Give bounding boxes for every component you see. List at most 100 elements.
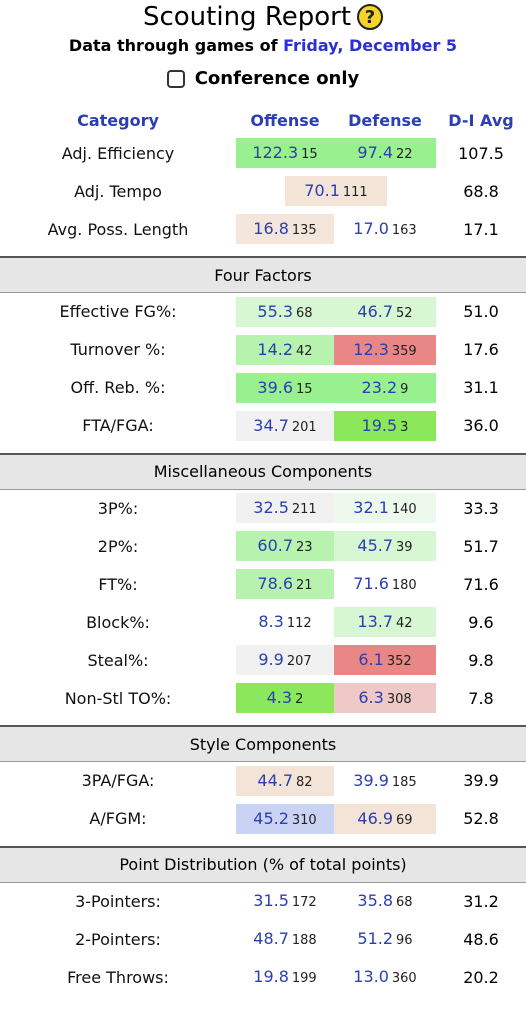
row-label: Block%: bbox=[86, 612, 150, 632]
report-table: Category Offense Defense D-I Avg Adj. Ef… bbox=[0, 106, 526, 996]
offense-value[interactable]: 78.6 bbox=[257, 574, 294, 593]
offense-value[interactable]: 31.5 bbox=[253, 891, 289, 911]
defense-rank: 180 bbox=[391, 578, 417, 593]
avg-value: 51.0 bbox=[463, 302, 499, 322]
defense-rank: 3 bbox=[400, 419, 409, 435]
offense-value[interactable]: 39.6 bbox=[257, 377, 294, 397]
col-avg[interactable]: D-I Avg bbox=[448, 110, 514, 130]
defense-value[interactable]: 71.6 bbox=[353, 574, 389, 593]
offense-cell: 9.9 207 bbox=[236, 645, 334, 675]
offense-value[interactable]: 19.8 bbox=[253, 967, 289, 986]
col-defense[interactable]: Defense bbox=[348, 110, 422, 130]
defense-value[interactable]: 13.0 bbox=[353, 967, 389, 986]
offense-rank: 15 bbox=[296, 381, 313, 397]
defense-rank: 185 bbox=[391, 774, 417, 790]
conference-only-label: Conference only bbox=[194, 68, 360, 89]
help-icon[interactable]: ? bbox=[357, 4, 384, 30]
offense-cell: 44.7 82 bbox=[236, 765, 334, 796]
offense-value[interactable]: 4.3 bbox=[266, 688, 293, 707]
avg-value: 31.1 bbox=[463, 378, 499, 397]
offense-value[interactable]: 34.7 bbox=[253, 415, 289, 435]
row-label: FT%: bbox=[98, 574, 138, 594]
col-offense[interactable]: Offense bbox=[250, 110, 320, 130]
section-header: Miscellaneous Components bbox=[0, 452, 526, 490]
table-row: FTA/FGA: 34.7 201 19.5 3 36.0 bbox=[0, 407, 526, 445]
table-row: 2P%: 60.7 23 45.7 39 51.7 bbox=[0, 527, 526, 565]
defense-cell: 23.2 9 bbox=[334, 372, 436, 403]
row-label: Free Throws: bbox=[67, 967, 169, 987]
defense-cell: 45.7 39 bbox=[334, 531, 436, 561]
defense-value[interactable]: 19.5 bbox=[361, 415, 398, 435]
table-row: A/FGM: 45.2 310 46.9 69 52.8 bbox=[0, 800, 526, 838]
defense-value[interactable]: 12.3 bbox=[353, 339, 389, 359]
offense-cell: 48.7 188 bbox=[236, 924, 334, 954]
defense-rank: 163 bbox=[391, 223, 417, 238]
offense-rank: 68 bbox=[296, 305, 313, 321]
defense-cell: 13.0 360 bbox=[334, 962, 436, 992]
defense-rank: 52 bbox=[396, 305, 413, 321]
avg-value: 17.6 bbox=[463, 340, 499, 359]
table-row: Adj. Tempo 70.1 111 68.8 bbox=[0, 172, 526, 210]
defense-value[interactable]: 39.9 bbox=[353, 770, 389, 790]
date-link[interactable]: Friday, December 5 bbox=[283, 36, 458, 55]
conference-only-toggle[interactable]: Conference only bbox=[0, 68, 526, 89]
tempo-rank: 111 bbox=[342, 185, 368, 200]
defense-value[interactable]: 6.1 bbox=[358, 650, 384, 669]
col-category[interactable]: Category bbox=[77, 110, 159, 130]
defense-cell: 17.0 163 bbox=[334, 214, 436, 244]
offense-value[interactable]: 44.7 bbox=[257, 770, 294, 790]
defense-value[interactable]: 35.8 bbox=[357, 891, 394, 911]
offense-value[interactable]: 8.3 bbox=[258, 612, 284, 631]
offense-rank: 23 bbox=[296, 540, 313, 555]
offense-rank: 112 bbox=[286, 616, 312, 631]
offense-rank: 199 bbox=[291, 971, 317, 986]
defense-value[interactable]: 23.2 bbox=[361, 377, 398, 397]
avg-value: 52.8 bbox=[463, 809, 499, 828]
row-label-link[interactable]: Avg. Poss. Length bbox=[47, 219, 189, 239]
table-row: 3P%: 32.5 211 32.1 140 33.3 bbox=[0, 489, 526, 527]
avg-value: 33.3 bbox=[463, 498, 499, 518]
defense-cell: 6.1 352 bbox=[334, 645, 436, 675]
offense-cell: 16.8 135 bbox=[236, 214, 334, 244]
defense-value[interactable]: 13.7 bbox=[357, 612, 394, 631]
defense-value[interactable]: 17.0 bbox=[353, 219, 389, 238]
table-row: FT%: 78.6 21 71.6 180 71.6 bbox=[0, 565, 526, 603]
row-label: 3P%: bbox=[97, 498, 139, 518]
offense-cell: 55.3 68 bbox=[236, 296, 334, 327]
offense-cell: 60.7 23 bbox=[236, 531, 334, 561]
offense-value[interactable]: 32.5 bbox=[253, 498, 289, 518]
table-row: 2-Pointers: 48.7 188 51.2 96 48.6 bbox=[0, 920, 526, 958]
offense-value[interactable]: 122.3 bbox=[252, 143, 299, 162]
defense-value[interactable]: 46.9 bbox=[357, 808, 394, 828]
offense-cell: 8.3 112 bbox=[236, 607, 334, 637]
offense-value[interactable]: 55.3 bbox=[257, 301, 294, 321]
offense-value[interactable]: 48.7 bbox=[253, 929, 289, 948]
defense-value[interactable]: 51.2 bbox=[357, 929, 394, 948]
defense-value[interactable]: 32.1 bbox=[353, 498, 389, 518]
avg-value: 39.9 bbox=[463, 771, 499, 791]
tempo-value[interactable]: 70.1 bbox=[304, 181, 340, 200]
offense-value[interactable]: 16.8 bbox=[253, 219, 289, 238]
defense-cell: 46.9 69 bbox=[334, 803, 436, 834]
title-text: Scouting Report bbox=[142, 2, 352, 32]
defense-value[interactable]: 97.4 bbox=[357, 143, 394, 162]
offense-value[interactable]: 45.2 bbox=[253, 808, 289, 828]
defense-value[interactable]: 45.7 bbox=[357, 536, 394, 555]
defense-value[interactable]: 6.3 bbox=[358, 688, 384, 707]
row-label: 3-Pointers: bbox=[75, 891, 161, 911]
defense-value[interactable]: 46.7 bbox=[357, 301, 394, 321]
defense-rank: 42 bbox=[396, 616, 413, 631]
row-label: FTA/FGA: bbox=[82, 416, 154, 435]
offense-value[interactable]: 14.2 bbox=[257, 339, 294, 359]
conference-only-checkbox[interactable] bbox=[166, 69, 185, 88]
offense-cell: 32.5 211 bbox=[236, 493, 334, 524]
table-row: Turnover %: 14.2 42 12.3 359 17.6 bbox=[0, 331, 526, 369]
offense-value[interactable]: 60.7 bbox=[257, 536, 294, 555]
row-label: Adj. Tempo bbox=[74, 181, 162, 201]
section-misc: Miscellaneous Components bbox=[0, 452, 526, 490]
avg-value: 48.6 bbox=[463, 929, 499, 949]
offense-rank: 42 bbox=[296, 343, 313, 359]
offense-value[interactable]: 9.9 bbox=[258, 650, 284, 669]
defense-cell: 97.4 22 bbox=[334, 138, 436, 168]
